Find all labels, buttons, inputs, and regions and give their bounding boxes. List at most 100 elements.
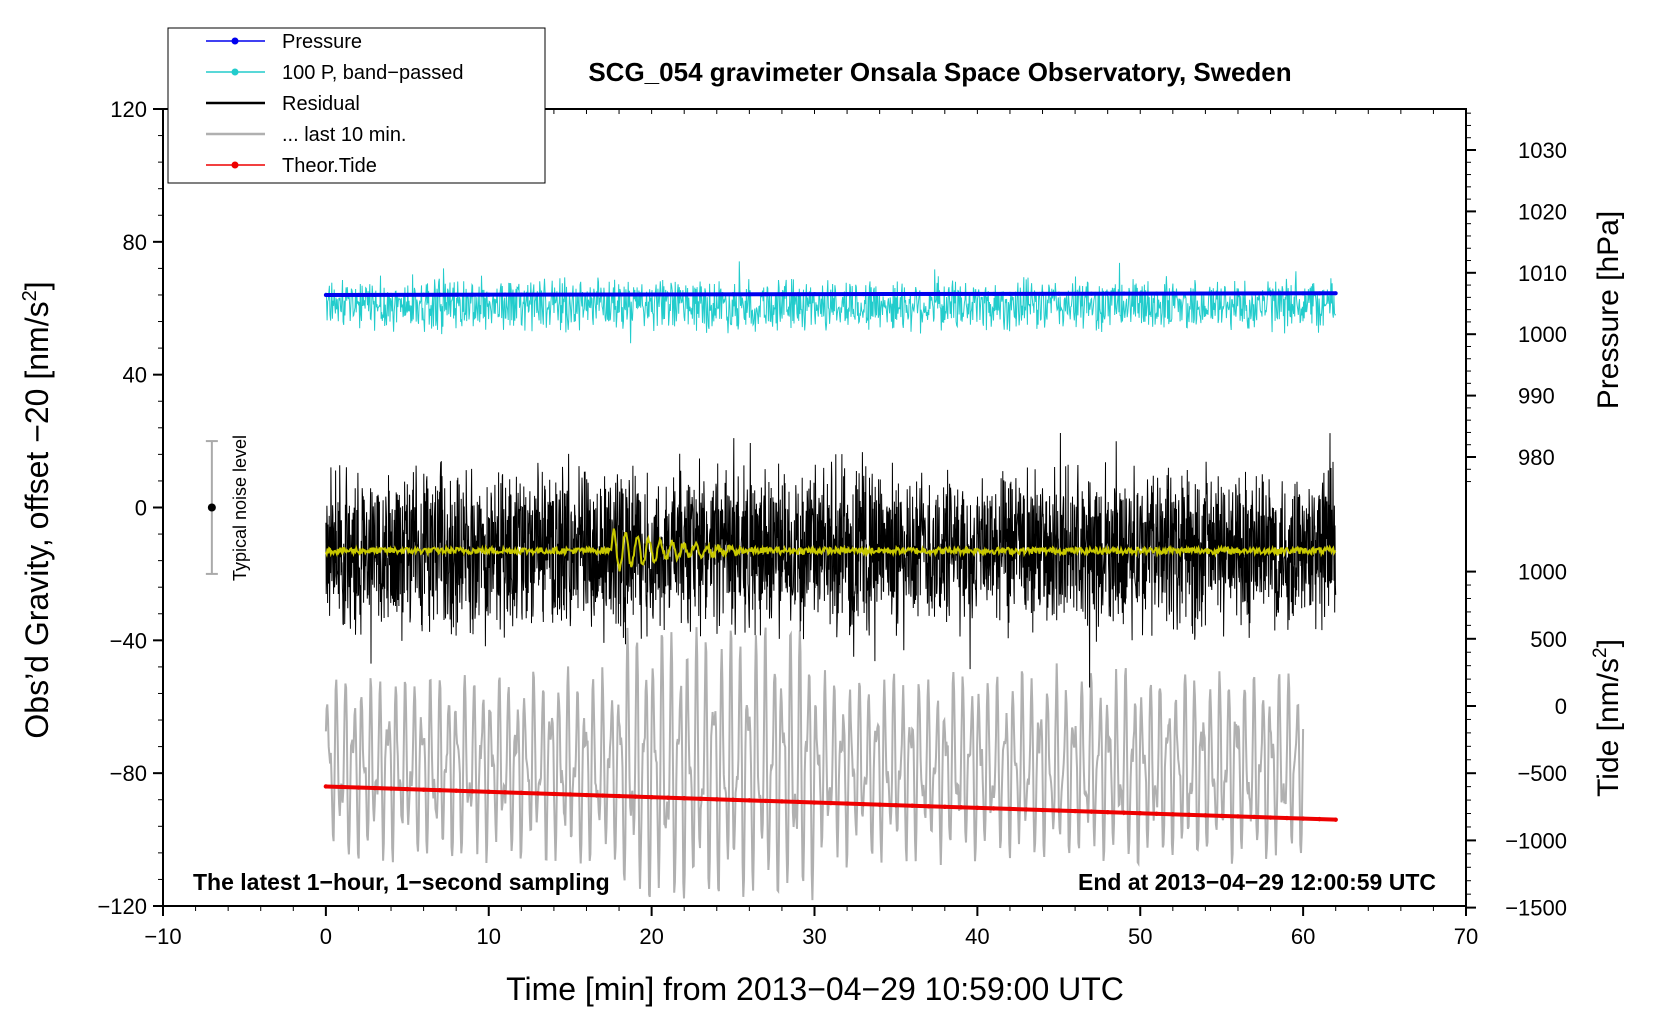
pressure-point — [1301, 291, 1306, 296]
tide-point — [1170, 812, 1176, 817]
tide-point — [828, 800, 833, 806]
x-tick-label: 0 — [320, 924, 332, 949]
tide-point — [1154, 811, 1159, 816]
legend-label: Theor.Tide — [282, 155, 377, 177]
noise-center-dot — [207, 503, 216, 512]
tide-point — [1252, 814, 1257, 820]
pressure-tick-label: 980 — [1518, 445, 1555, 470]
tide-point — [502, 790, 508, 795]
pressure-point — [828, 292, 833, 297]
pressure-point — [421, 292, 426, 297]
pressure-point — [519, 292, 524, 297]
tide-point — [926, 804, 931, 809]
tide-point — [763, 798, 768, 804]
y-tick-label: 80 — [123, 230, 147, 255]
pressure-point — [763, 292, 768, 297]
x-tick-label: 70 — [1454, 924, 1478, 949]
tide-point — [942, 804, 947, 810]
tide-point — [339, 784, 345, 790]
y-axis-label-tail: ] — [19, 281, 55, 290]
pressure-tick-label: 1000 — [1518, 322, 1567, 347]
pressure-point — [372, 292, 377, 297]
y-tick-label: −120 — [97, 894, 147, 919]
tide-point — [1333, 817, 1338, 822]
series-residual — [325, 432, 1337, 688]
tide-point — [1300, 816, 1306, 821]
pressure-point — [731, 292, 736, 297]
series-residual-smoothed — [324, 528, 1337, 572]
tide-point — [1235, 814, 1241, 819]
pressure-point — [779, 292, 784, 297]
pressure-point — [437, 292, 442, 297]
series-pressure-bandpassed — [325, 261, 1337, 344]
tide-point — [1072, 808, 1078, 814]
tide-point — [682, 796, 687, 801]
tide-point — [567, 792, 573, 797]
tide-tick-label: −500 — [1517, 761, 1567, 786]
pressure-point — [665, 292, 670, 297]
y-axis-label-main: Obs’d Gravity, offset −20 [nm/s — [19, 301, 55, 738]
pressure-point — [323, 292, 328, 297]
x-tick-label: 40 — [965, 924, 989, 949]
tide-point — [1089, 809, 1094, 814]
tide-point — [877, 802, 882, 807]
tide-tick-label: 1000 — [1518, 560, 1567, 585]
pressure-axis-label: Pressure [hPa] — [1592, 211, 1625, 409]
pressure-point — [1235, 291, 1240, 296]
tide-axis-label-sup: 2 — [1590, 647, 1611, 658]
series-last-10-min — [324, 627, 1305, 901]
y-tick-label: 40 — [123, 363, 147, 388]
tide-point — [405, 786, 410, 792]
pressure-point — [1203, 291, 1208, 296]
tide-point — [861, 801, 866, 807]
pressure-point — [1121, 291, 1126, 296]
tide-point — [649, 794, 654, 800]
tide-tick-label: 0 — [1555, 694, 1567, 719]
tide-point — [1121, 810, 1127, 815]
pressure-point — [926, 291, 931, 296]
x-tick-label: 20 — [639, 924, 663, 949]
tide-point — [1186, 812, 1192, 818]
pressure-point — [633, 292, 638, 297]
pressure-point — [991, 291, 996, 296]
pressure-point — [910, 292, 915, 297]
legend: Pressure 100 P, band−passed Residual ... la… — [167, 27, 546, 184]
pressure-point — [551, 292, 556, 297]
tide-point — [1268, 815, 1273, 820]
tide-point — [584, 792, 589, 798]
tide-point — [453, 788, 459, 793]
annotation-left: The latest 1−hour, 1−second sampling — [193, 869, 610, 895]
pressure-point — [470, 292, 475, 297]
pressure-point — [877, 292, 882, 297]
tide-point — [779, 799, 785, 804]
tide-point — [356, 785, 361, 790]
pressure-point — [1154, 291, 1159, 296]
tide-point — [551, 791, 557, 797]
legend-label: Pressure — [282, 31, 362, 53]
pressure-point — [1024, 291, 1029, 296]
pressure-point — [1170, 291, 1175, 296]
tide-point — [1284, 815, 1290, 821]
tide-point — [910, 803, 915, 808]
legend-label: ... last 10 min. — [282, 124, 407, 146]
chart-title: SCG_054 gravimeter Onsala Space Observat… — [588, 57, 1291, 87]
tide-point — [844, 801, 850, 806]
legend-box — [167, 27, 546, 184]
tide-axis-label-main: Tide [nm/s — [1592, 658, 1625, 797]
tide-point — [535, 791, 540, 796]
tide-point — [372, 785, 377, 791]
y-axis-label: Obs’d Gravity, offset −20 [nm/s2] — [19, 281, 55, 738]
pressure-point — [600, 292, 605, 297]
pressure-point — [340, 292, 345, 297]
tide-point — [1040, 807, 1045, 813]
legend-label: Residual — [282, 93, 360, 115]
tide-point — [714, 797, 719, 802]
pressure-point — [1252, 291, 1257, 296]
tide-point — [486, 789, 491, 795]
pressure-point — [1284, 291, 1289, 296]
annotation-right: End at 2013−04−29 12:00:59 UTC — [1078, 869, 1436, 895]
pressure-point — [535, 292, 540, 297]
pressure-point — [845, 292, 850, 297]
tide-point — [1219, 813, 1224, 819]
